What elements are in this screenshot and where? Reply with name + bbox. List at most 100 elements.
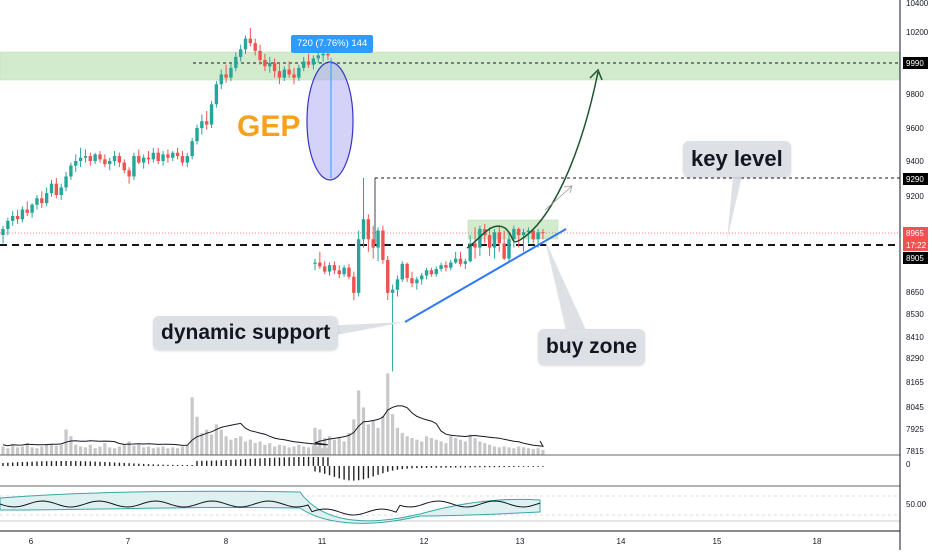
histogram-bar xyxy=(319,466,321,473)
candle-body xyxy=(35,198,39,205)
histogram-bar xyxy=(283,457,285,466)
histogram-bar xyxy=(65,461,67,466)
candle xyxy=(83,149,88,163)
histogram-bar xyxy=(498,466,500,468)
candle xyxy=(323,261,327,275)
histogram-bar xyxy=(152,464,155,466)
candle-body xyxy=(366,219,371,240)
volume-bar xyxy=(277,444,282,455)
volume-bar xyxy=(463,441,467,455)
histogram-bar xyxy=(425,466,428,468)
price-tick-label: 10400 xyxy=(906,0,929,8)
buy-zone-callout[interactable]: buy zone xyxy=(538,329,646,365)
volume-bar xyxy=(282,445,286,455)
candle xyxy=(424,267,429,280)
time-tick-label: 6 xyxy=(29,537,34,546)
candle xyxy=(224,64,228,83)
volume-bar xyxy=(449,436,453,455)
candle xyxy=(103,154,107,168)
histogram-bar xyxy=(273,457,276,466)
candle xyxy=(473,227,477,259)
candle-body xyxy=(327,265,332,272)
price-tick-label: 9800 xyxy=(906,90,924,99)
volume-bar xyxy=(195,416,199,455)
volume-bar xyxy=(381,415,385,455)
candle xyxy=(420,272,424,285)
histogram-bar xyxy=(36,461,38,466)
candle xyxy=(205,111,209,130)
dynamic-support-callout[interactable]: dynamic support xyxy=(153,316,339,350)
histogram-bar xyxy=(508,466,510,467)
candle xyxy=(390,284,395,372)
candle-body xyxy=(478,228,482,248)
candle-body xyxy=(434,269,438,275)
candle xyxy=(35,195,39,210)
volume-bar xyxy=(258,441,262,455)
volume-bar xyxy=(253,443,257,455)
time-tick-label: 7 xyxy=(126,537,131,546)
candle-body xyxy=(98,154,102,160)
key-level-callout[interactable]: key level xyxy=(683,141,791,177)
histogram-bar xyxy=(454,466,457,468)
candle xyxy=(209,100,214,128)
candle-body xyxy=(272,63,277,72)
volume-bar xyxy=(83,447,88,455)
candle-body xyxy=(1,228,5,236)
histogram-bar xyxy=(84,461,87,466)
candle xyxy=(277,63,282,85)
candle xyxy=(337,265,341,279)
histogram-bar xyxy=(55,461,58,466)
candle-body xyxy=(342,267,346,275)
candle-body xyxy=(93,154,97,161)
histogram-bar xyxy=(479,466,481,468)
candle-body xyxy=(536,232,540,240)
candle xyxy=(93,152,97,165)
candle xyxy=(410,271,414,288)
volume-bar xyxy=(342,441,346,455)
volume-bar xyxy=(122,444,126,455)
candle xyxy=(282,66,286,81)
candle xyxy=(352,271,356,301)
volume-bar xyxy=(318,429,322,455)
candle xyxy=(25,201,29,217)
candle-body xyxy=(453,258,458,263)
candle xyxy=(531,228,535,244)
volume-bar xyxy=(229,439,233,455)
candle xyxy=(175,147,180,160)
volume-bar xyxy=(273,446,277,455)
candle-body xyxy=(195,128,199,142)
volume-bar xyxy=(137,444,141,455)
histogram-bar xyxy=(333,466,336,477)
histogram-bar xyxy=(220,460,222,466)
candle-body xyxy=(282,69,286,78)
histogram-bar xyxy=(421,466,423,468)
candle-body xyxy=(180,156,185,163)
volume-bar xyxy=(1,446,5,455)
candle xyxy=(146,151,151,165)
candle-body xyxy=(263,59,267,67)
histogram-bar xyxy=(445,466,447,468)
price-tick-label: 9200 xyxy=(906,192,924,201)
time-tick-label: 13 xyxy=(516,537,525,546)
candle xyxy=(156,147,160,165)
candle xyxy=(468,235,472,263)
small-arrow-head xyxy=(563,185,573,194)
histogram-bar xyxy=(138,463,140,466)
measure-tool-label[interactable]: 720 (7.76%) 144 xyxy=(291,35,374,53)
histogram-bar xyxy=(31,461,33,466)
histogram-bar xyxy=(367,466,370,479)
price-tick-label: 10200 xyxy=(906,28,929,37)
histogram-bar xyxy=(362,466,365,480)
volume-bar xyxy=(248,439,252,455)
candle-body xyxy=(424,270,429,276)
histogram-bar xyxy=(50,461,53,466)
candle xyxy=(497,225,501,252)
histogram-bar xyxy=(372,466,374,477)
price-tick-label: 8410 xyxy=(906,333,924,342)
volume-bar xyxy=(11,444,15,455)
candle xyxy=(356,230,361,297)
volume-bar xyxy=(98,446,102,455)
oscillator-band xyxy=(0,490,541,524)
candle xyxy=(234,52,238,72)
